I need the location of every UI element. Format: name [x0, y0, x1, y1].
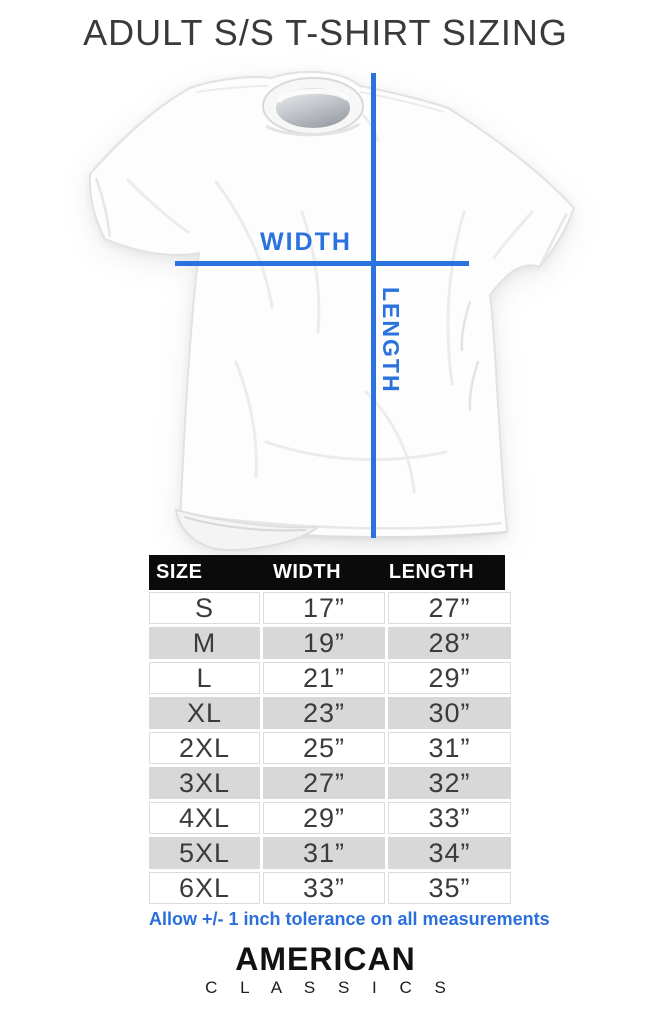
width-cell: 29”: [263, 802, 385, 834]
length-cell: 33”: [388, 802, 511, 834]
width-cell: 23”: [263, 697, 385, 729]
length-cell: 29”: [388, 662, 511, 694]
size-cell: 6XL: [149, 872, 260, 904]
width-cell: 33”: [263, 872, 385, 904]
length-cell: 30”: [388, 697, 511, 729]
brand-name: AMERICAN: [235, 941, 416, 977]
width-cell: 25”: [263, 732, 385, 764]
width-cell: 31”: [263, 837, 385, 869]
length-cell: 27”: [388, 592, 511, 624]
size-table-body: S 17” 27” M 19” 28” L 21” 29” XL 23” 30” 2XL 25” 31” 3X…: [149, 592, 511, 904]
tolerance-note: Allow +/- 1 inch tolerance on all measur…: [149, 909, 550, 929]
width-label: WIDTH: [260, 228, 352, 256]
width-cell: 19”: [263, 627, 385, 659]
width-measure-line: [175, 261, 469, 266]
length-measure-line: [371, 73, 376, 538]
size-cell: M: [149, 627, 260, 659]
size-cell: 3XL: [149, 767, 260, 799]
size-cell: S: [149, 592, 260, 624]
size-cell: L: [149, 662, 260, 694]
brand-logo: AMERICAN C L A S S I C S: [0, 943, 651, 998]
length-cell: 34”: [388, 837, 511, 869]
width-cell: 21”: [263, 662, 385, 694]
table-header: SIZE WIDTH LENGTH: [149, 555, 505, 590]
width-cell: 27”: [263, 767, 385, 799]
header-size: SIZE: [156, 561, 203, 583]
length-cell: 35”: [388, 872, 511, 904]
size-cell: XL: [149, 697, 260, 729]
tshirt-image: [88, 70, 575, 551]
width-cell: 17”: [263, 592, 385, 624]
size-table: SIZE WIDTH LENGTH S 17” 27” M 19” 28” L 21” 29” X…: [149, 555, 511, 904]
size-cell: 5XL: [149, 837, 260, 869]
length-cell: 31”: [388, 732, 511, 764]
header-length: LENGTH: [388, 561, 475, 583]
size-cell: 2XL: [149, 732, 260, 764]
length-label: LENGTH: [378, 287, 404, 394]
length-cell: 28”: [388, 627, 511, 659]
length-cell: 32”: [388, 767, 511, 799]
size-cell: 4XL: [149, 802, 260, 834]
header-width: WIDTH: [272, 561, 342, 583]
page-title: ADULT S/S T-SHIRT SIZING: [83, 12, 568, 53]
brand-subname: C L A S S I C S: [205, 978, 455, 997]
